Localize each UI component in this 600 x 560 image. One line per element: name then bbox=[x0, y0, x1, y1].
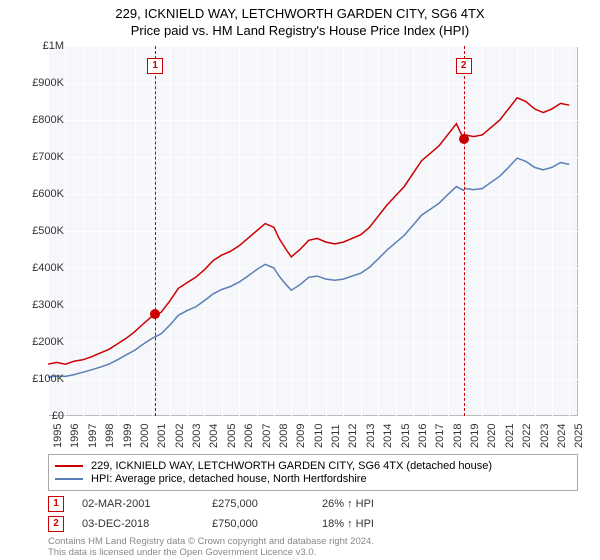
x-tick-label: 2019 bbox=[469, 424, 481, 448]
transaction-pct: 26% ↑ HPI bbox=[322, 498, 422, 510]
x-tick-label: 2011 bbox=[330, 424, 342, 448]
x-tick-label: 2016 bbox=[417, 424, 429, 448]
title-block: 229, ICKNIELD WAY, LETCHWORTH GARDEN CIT… bbox=[0, 0, 600, 38]
x-tick-label: 2018 bbox=[452, 424, 464, 448]
x-tick-label: 2025 bbox=[573, 424, 585, 448]
y-tick-label: £900K bbox=[32, 77, 64, 89]
x-tick-label: 2007 bbox=[261, 424, 273, 448]
y-tick-label: £700K bbox=[32, 151, 64, 163]
x-tick-label: 2015 bbox=[400, 424, 412, 448]
x-tick-label: 2009 bbox=[295, 424, 307, 448]
y-tick-label: £100K bbox=[32, 373, 64, 385]
transactions-table: 1 02-MAR-2001 £275,000 26% ↑ HPI 2 03-DE… bbox=[48, 496, 422, 536]
transaction-marker-box: 1 bbox=[48, 496, 64, 512]
x-tick-label: 2020 bbox=[486, 424, 498, 448]
x-tick-label: 1998 bbox=[104, 424, 116, 448]
legend-row-hpi: HPI: Average price, detached house, Nort… bbox=[55, 473, 571, 485]
marker-line bbox=[155, 46, 156, 416]
footer-line2: This data is licensed under the Open Gov… bbox=[48, 547, 374, 558]
y-tick-label: £0 bbox=[52, 410, 64, 422]
x-tick-label: 2022 bbox=[521, 424, 533, 448]
legend: 229, ICKNIELD WAY, LETCHWORTH GARDEN CIT… bbox=[48, 454, 578, 491]
y-tick-label: £300K bbox=[32, 299, 64, 311]
x-tick-label: 2006 bbox=[243, 424, 255, 448]
x-tick-label: 1995 bbox=[52, 424, 64, 448]
legend-row-property: 229, ICKNIELD WAY, LETCHWORTH GARDEN CIT… bbox=[55, 460, 571, 472]
y-tick-label: £200K bbox=[32, 336, 64, 348]
series-hpi bbox=[48, 158, 569, 377]
x-tick-label: 2017 bbox=[434, 424, 446, 448]
series-property bbox=[48, 98, 569, 364]
transaction-price: £275,000 bbox=[212, 498, 322, 510]
transaction-price: £750,000 bbox=[212, 518, 322, 530]
x-tick-label: 2004 bbox=[208, 424, 220, 448]
x-tick-label: 2001 bbox=[156, 424, 168, 448]
x-tick-label: 2002 bbox=[174, 424, 186, 448]
y-tick-label: £400K bbox=[32, 262, 64, 274]
footer: Contains HM Land Registry data © Crown c… bbox=[48, 536, 374, 559]
x-tick-label: 1997 bbox=[87, 424, 99, 448]
y-tick-label: £600K bbox=[32, 188, 64, 200]
y-tick-label: £800K bbox=[32, 114, 64, 126]
marker-box: 2 bbox=[456, 58, 472, 74]
x-tick-label: 1996 bbox=[69, 424, 81, 448]
x-tick-label: 2021 bbox=[504, 424, 516, 448]
title-subtitle: Price paid vs. HM Land Registry's House … bbox=[0, 23, 600, 38]
x-tick-label: 2008 bbox=[278, 424, 290, 448]
x-tick-label: 2000 bbox=[139, 424, 151, 448]
x-tick-label: 2013 bbox=[365, 424, 377, 448]
transaction-pct: 18% ↑ HPI bbox=[322, 518, 422, 530]
chart-container: 229, ICKNIELD WAY, LETCHWORTH GARDEN CIT… bbox=[0, 0, 600, 560]
y-tick-label: £1M bbox=[43, 40, 64, 52]
marker-box: 1 bbox=[147, 58, 163, 74]
x-tick-label: 2024 bbox=[556, 424, 568, 448]
chart-area: 12 bbox=[48, 46, 578, 416]
footer-line1: Contains HM Land Registry data © Crown c… bbox=[48, 536, 374, 547]
legend-label: HPI: Average price, detached house, Nort… bbox=[91, 473, 367, 485]
transaction-marker-box: 2 bbox=[48, 516, 64, 532]
legend-label: 229, ICKNIELD WAY, LETCHWORTH GARDEN CIT… bbox=[91, 460, 492, 472]
transaction-date: 03-DEC-2018 bbox=[82, 518, 212, 530]
y-tick-label: £500K bbox=[32, 225, 64, 237]
transaction-row: 1 02-MAR-2001 £275,000 26% ↑ HPI bbox=[48, 496, 422, 512]
transaction-date: 02-MAR-2001 bbox=[82, 498, 212, 510]
x-tick-label: 1999 bbox=[122, 424, 134, 448]
x-tick-label: 2012 bbox=[347, 424, 359, 448]
transaction-row: 2 03-DEC-2018 £750,000 18% ↑ HPI bbox=[48, 516, 422, 532]
x-tick-label: 2014 bbox=[382, 424, 394, 448]
marker-dot bbox=[150, 309, 160, 319]
legend-swatch bbox=[55, 478, 83, 480]
marker-dot bbox=[459, 134, 469, 144]
x-tick-label: 2005 bbox=[226, 424, 238, 448]
x-tick-label: 2023 bbox=[539, 424, 551, 448]
legend-swatch bbox=[55, 465, 83, 467]
x-tick-label: 2003 bbox=[191, 424, 203, 448]
line-series bbox=[48, 46, 578, 416]
marker-line bbox=[464, 46, 465, 416]
title-address: 229, ICKNIELD WAY, LETCHWORTH GARDEN CIT… bbox=[0, 6, 600, 21]
x-tick-label: 2010 bbox=[313, 424, 325, 448]
